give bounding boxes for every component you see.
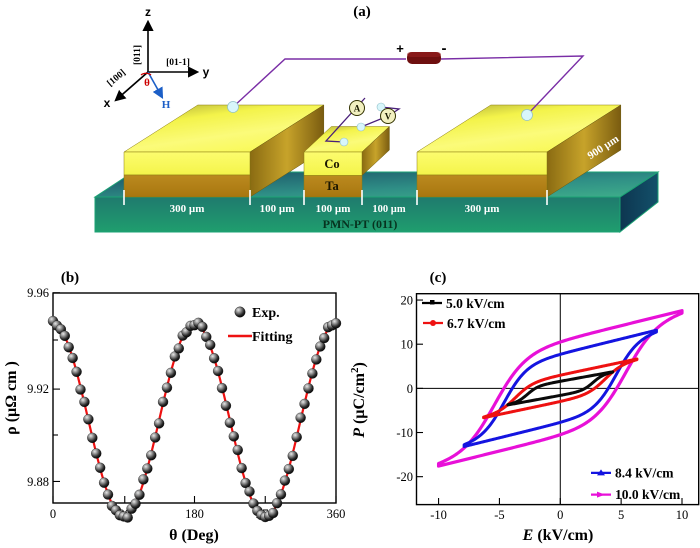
svg-text:Exp.: Exp. [252,306,280,321]
svg-text:E (kV/cm): E (kV/cm) [522,527,594,544]
svg-text:300 µm: 300 µm [465,203,500,215]
svg-text:+: + [396,41,404,56]
svg-text:360: 360 [327,507,346,521]
svg-text:ρ (µΩ cm ): ρ (µΩ cm ) [3,361,20,435]
svg-text:P (µC/cm2): P (µC/cm2) [350,362,368,439]
svg-text:A: A [354,104,361,114]
svg-text:PMN-PT (011): PMN-PT (011) [323,217,398,231]
svg-text:x: x [104,96,111,110]
svg-text:9.88: 9.88 [27,475,49,489]
svg-text:8.4 kV/cm: 8.4 kV/cm [615,466,674,481]
svg-text:[011]: [011] [133,45,143,65]
svg-text:9.96: 9.96 [27,286,49,300]
svg-text:(c): (c) [430,270,447,286]
svg-text:z: z [145,5,151,19]
svg-text:[01-1]: [01-1] [166,58,190,68]
svg-text:y: y [203,65,210,79]
svg-text:100 µm: 100 µm [316,203,351,215]
svg-text:θ: θ [144,77,150,89]
svg-text:100 µm: 100 µm [372,204,405,215]
svg-text:0: 0 [407,382,413,396]
svg-text:Co: Co [324,157,339,171]
svg-text:20: 20 [401,294,414,308]
svg-text:0: 0 [557,508,563,522]
svg-text:-5: -5 [494,508,504,522]
svg-text:Fitting: Fitting [252,330,292,345]
svg-text:180: 180 [185,507,204,521]
svg-text:10: 10 [401,338,414,352]
svg-text:-: - [442,40,447,57]
svg-text:-20: -20 [396,470,413,484]
svg-text:10: 10 [676,508,689,522]
svg-text:5.0 kV/cm: 5.0 kV/cm [446,296,505,311]
svg-text:(b): (b) [61,270,79,286]
svg-text:300 µm: 300 µm [170,203,205,215]
svg-text:5: 5 [618,508,624,522]
svg-text:H: H [162,99,171,111]
svg-text:[100]: [100] [106,68,128,89]
svg-text:V: V [385,112,392,122]
svg-text:6.7 kV/cm: 6.7 kV/cm [447,316,506,331]
svg-text:10.0 kV/cm: 10.0 kV/cm [615,487,681,502]
svg-text:-10: -10 [396,426,413,440]
svg-text:100 µm: 100 µm [260,203,295,215]
svg-text:9.92: 9.92 [27,382,49,396]
svg-text:Ta: Ta [325,179,339,193]
svg-text:0: 0 [50,507,56,521]
svg-text:(a): (a) [353,4,371,20]
svg-text:θ (Deg): θ (Deg) [169,527,219,544]
svg-text:-10: -10 [430,508,447,522]
